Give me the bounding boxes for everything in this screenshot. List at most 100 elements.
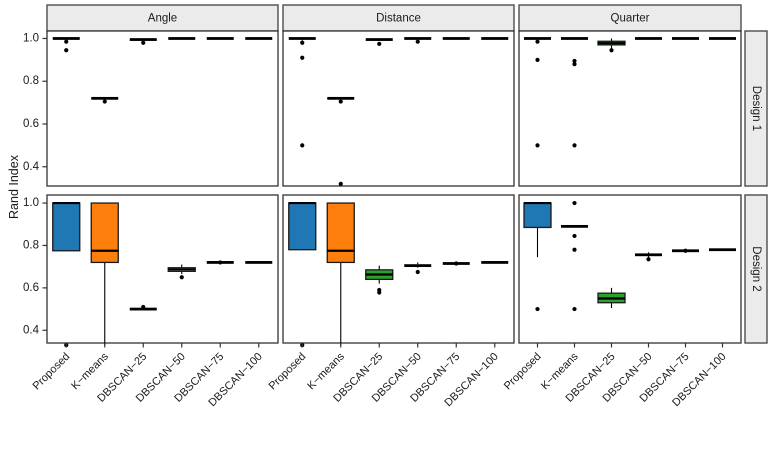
box-dbscan-25 (597, 38, 626, 53)
outlier-point (377, 41, 382, 46)
panel-background (518, 30, 742, 187)
box-dbscan-50 (167, 264, 196, 280)
collapsed-box (288, 37, 316, 40)
box-dbscan-75 (442, 261, 470, 266)
collapsed-box (481, 261, 509, 264)
box-rect (523, 202, 552, 229)
y-tick-label-row2: 1.0 (23, 197, 39, 209)
panel-distance-design-2 (282, 194, 515, 348)
outlier-point (300, 55, 305, 60)
panel-background (46, 30, 279, 187)
box-dbscan-50 (635, 252, 662, 262)
outlier-point (572, 247, 577, 252)
outlier-point (535, 39, 540, 44)
box-proposed (524, 37, 551, 148)
outlier-point (338, 99, 343, 104)
box-dbscan-50 (168, 37, 196, 40)
box-proposed (288, 201, 317, 348)
panel-background (46, 194, 279, 344)
y-tick-label-row1: 1.0 (23, 32, 39, 44)
outlier-point (572, 233, 577, 239)
collapsed-box (561, 224, 588, 228)
outlier-point (572, 62, 577, 67)
collapsed-box (709, 248, 736, 252)
box-dbscan-50 (404, 262, 432, 275)
collapsed-box (404, 37, 432, 40)
box-dbscan-25 (365, 38, 393, 46)
box-rect (90, 202, 119, 264)
y-tick-label-row1: 0.6 (23, 118, 39, 130)
box-k-means (561, 200, 588, 312)
collapsed-box (481, 37, 509, 40)
outlier-point (572, 58, 577, 64)
facet-strip-design-1 (744, 30, 768, 187)
y-tick-label-row2: 0.6 (23, 282, 39, 294)
outlier-point (338, 181, 343, 186)
facet-strip-label-design-1: Design 1 (750, 86, 762, 131)
outlier-point (377, 290, 382, 295)
box-dbscan-100 (709, 37, 736, 40)
box-dbscan-25 (365, 265, 394, 295)
panel-distance-design-1 (282, 30, 515, 187)
y-tick-label-row2: 0.8 (23, 239, 39, 251)
facet-strip-angle (46, 4, 279, 32)
collapsed-box (635, 37, 662, 40)
panel-angle-design-1 (46, 30, 279, 187)
box-dbscan-100 (481, 37, 509, 40)
box-dbscan-25 (597, 287, 626, 309)
collapsed-box (245, 261, 273, 264)
box-rect (52, 202, 81, 252)
collapsed-box (91, 96, 119, 100)
box-dbscan-50 (404, 37, 432, 44)
outlier-point (535, 143, 540, 148)
collapsed-box (327, 96, 355, 100)
box-dbscan-50 (635, 37, 662, 40)
outlier-point (300, 40, 305, 45)
collapsed-box (442, 37, 470, 40)
box-proposed (52, 201, 81, 348)
box-proposed (288, 37, 316, 148)
facet-strip-distance (282, 4, 515, 32)
panel-quarter-design-1 (518, 30, 742, 187)
collapsed-box (561, 37, 588, 40)
outlier-point (454, 261, 459, 266)
collapsed-box (206, 37, 234, 40)
outlier-point (535, 57, 540, 62)
outlier-point (646, 257, 651, 262)
box-proposed (52, 37, 80, 53)
panel-angle-design-2 (46, 194, 279, 348)
outlier-point (609, 48, 614, 53)
outlier-point (572, 306, 577, 312)
box-k-means (91, 96, 119, 104)
facet-strip-label-quarter: Quarter (611, 13, 650, 25)
box-rect (288, 202, 317, 251)
y-axis-title: Rand Index (7, 154, 21, 219)
collapsed-box (129, 38, 157, 41)
box-rect (326, 202, 355, 264)
box-k-means (327, 96, 355, 186)
facet-strip-label-design-2: Design 2 (750, 246, 762, 291)
box-k-means (561, 37, 588, 148)
box-dbscan-25 (129, 38, 157, 45)
collapsed-box (524, 37, 551, 40)
outlier-point (141, 304, 146, 310)
outlier-point (415, 269, 420, 275)
outlier-point (141, 40, 146, 45)
outlier-point (179, 275, 184, 280)
outlier-point (683, 248, 688, 253)
box-dbscan-100 (245, 261, 273, 264)
panel-quarter-design-2 (518, 194, 742, 344)
outlier-point (535, 306, 540, 312)
box-dbscan-25 (129, 304, 157, 311)
box-dbscan-75 (672, 37, 699, 40)
collapsed-box (709, 37, 736, 40)
collapsed-box (672, 37, 699, 40)
facet-strip-label-angle: Angle (148, 13, 177, 25)
y-tick-label-row2: 0.4 (23, 324, 40, 336)
box-dbscan-100 (481, 261, 509, 264)
collapsed-box (635, 253, 662, 257)
collapsed-box (404, 264, 432, 268)
collapsed-box (129, 307, 157, 311)
